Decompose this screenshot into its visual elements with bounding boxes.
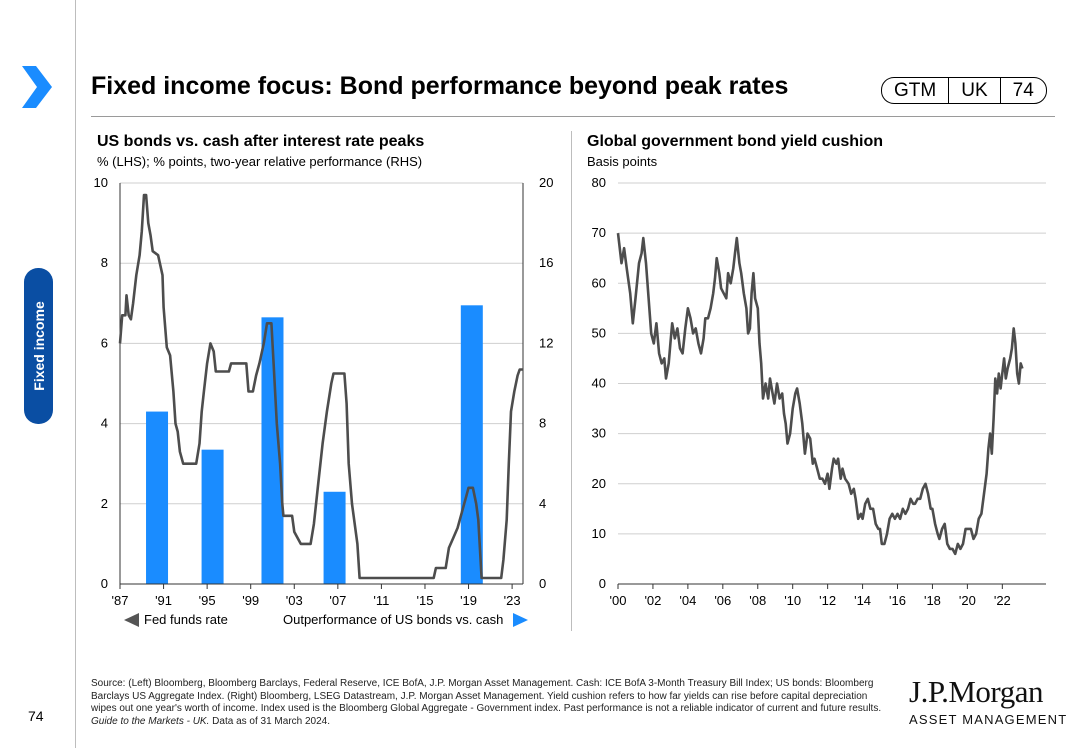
x-tick-label: '15 (416, 593, 433, 608)
page-tag-box: GTM UK 74 (881, 77, 1047, 104)
x-tick-label: '23 (504, 593, 521, 608)
y-tick-label: 60 (592, 275, 606, 290)
logo-jpmorgan: J.P.Morgan (909, 674, 1043, 709)
legend-outperformance: Outperformance of US bonds vs. cash (283, 612, 504, 627)
right-chart-subtitle: Basis points (587, 154, 658, 169)
left-chart-subtitle: % (LHS); % points, two-year relative per… (97, 154, 423, 169)
right-chart: 0 10 20 30 40 50 60 70 80 '00 '02 '04 '06 '08 '10 '12 '1… (592, 175, 1046, 608)
y-right-tick-label: 20 (539, 175, 553, 190)
legend-left-arrow-icon (124, 613, 139, 627)
legend-fed-funds: Fed funds rate (144, 612, 228, 627)
y-left-tick-label: 4 (101, 416, 108, 431)
left-margin-line (75, 0, 76, 748)
x-tick-label: '20 (959, 593, 976, 608)
x-tick-label: '00 (610, 593, 627, 608)
y-tick-label: 80 (592, 175, 606, 190)
x-tick-label: '14 (854, 593, 871, 608)
yield-cushion-line (616, 232, 1024, 556)
x-tick-label: '18 (924, 593, 941, 608)
title-rule (91, 116, 1055, 117)
x-tick-label: '03 (286, 593, 303, 608)
bar (323, 491, 346, 584)
bar (261, 317, 284, 584)
tag-region: UK (948, 78, 999, 103)
x-tick-label: '08 (749, 593, 766, 608)
x-tick-label: '02 (644, 593, 661, 608)
y-tick-label: 20 (592, 476, 606, 491)
x-tick-label: '11 (373, 593, 389, 608)
y-left-tick-label: 10 (94, 175, 108, 190)
section-tab[interactable] (24, 268, 53, 424)
tag-gtm: GTM (894, 80, 937, 101)
chevron-right-icon[interactable] (20, 64, 54, 110)
x-tick-label: '87 (112, 593, 129, 608)
x-tick-label: '22 (994, 593, 1011, 608)
footer-source-text: Source: (Left) Bloomberg, Bloomberg Barc… (91, 678, 882, 714)
x-tick-label: '19 (460, 593, 477, 608)
x-tick-label: '95 (199, 593, 216, 608)
tag-page: 74 (999, 78, 1046, 103)
y-tick-label: 10 (592, 526, 606, 541)
y-left-tick-label: 6 (101, 335, 108, 350)
bar (201, 449, 224, 584)
y-right-tick-label: 8 (539, 416, 546, 431)
logo-asset-management: ASSET MANAGEMENT (909, 712, 1068, 727)
x-tick-label: '10 (784, 593, 801, 608)
footer-source: Source: (Left) Bloomberg, Bloomberg Barc… (91, 678, 891, 728)
y-left-tick-label: 0 (101, 576, 108, 591)
x-tick-label: '12 (819, 593, 836, 608)
y-right-tick-label: 4 (539, 496, 546, 511)
right-chart-title: Global government bond yield cushion (587, 133, 884, 150)
fed-funds-line (118, 193, 523, 580)
y-right-tick-label: 12 (539, 335, 553, 350)
y-tick-label: 40 (592, 376, 606, 391)
left-chart: 0 2 4 6 8 10 0 4 8 12 16 20 '87 '91 '95 '99 '03 '07 '11 '15… (94, 175, 554, 608)
x-tick-label: '16 (889, 593, 906, 608)
y-tick-label: 30 (592, 426, 606, 441)
bar (146, 411, 169, 584)
y-right-tick-label: 16 (539, 255, 553, 270)
footer-date-text: Data as of 31 March 2024. (212, 715, 331, 727)
x-tick-label: '06 (714, 593, 731, 608)
x-tick-label: '07 (329, 593, 346, 608)
y-left-tick-label: 8 (101, 255, 108, 270)
y-right-tick-label: 0 (539, 576, 546, 591)
footer-guide-text: Guide to the Markets - UK. (91, 715, 210, 727)
y-tick-label: 0 (599, 576, 606, 591)
y-tick-label: 70 (592, 225, 606, 240)
y-left-tick-label: 2 (101, 496, 108, 511)
page-title: Fixed income focus: Bond performance bey… (91, 72, 789, 100)
chart-divider (571, 131, 572, 631)
x-tick-label: '91 (155, 593, 172, 608)
x-tick-label: '04 (679, 593, 696, 608)
page-number: 74 (28, 708, 44, 724)
x-tick-label: '99 (242, 593, 259, 608)
legend-right-arrow-icon (513, 613, 528, 627)
left-chart-title: US bonds vs. cash after interest rate pe… (97, 133, 425, 150)
y-tick-label: 50 (592, 325, 606, 340)
